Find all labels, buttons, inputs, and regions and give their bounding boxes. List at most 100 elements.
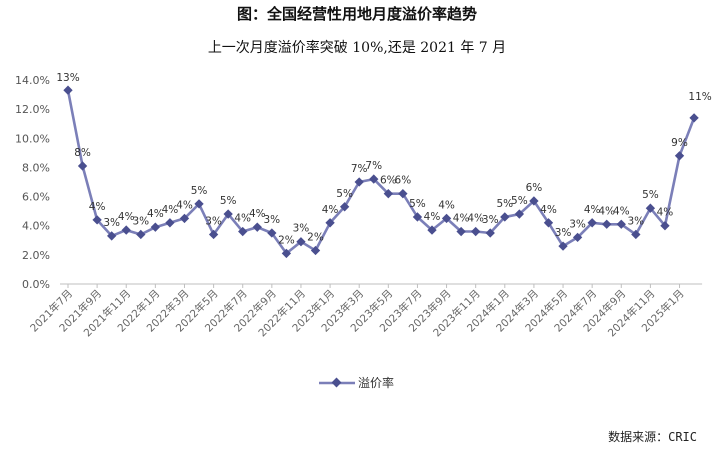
series-premium-rate bbox=[63, 85, 699, 259]
data-point-marker bbox=[296, 237, 306, 247]
data-point-marker bbox=[107, 231, 117, 241]
data-point-marker bbox=[208, 229, 219, 240]
data-label: 5% bbox=[511, 195, 528, 207]
data-label: 5% bbox=[496, 198, 513, 210]
data-label: 6% bbox=[395, 175, 412, 187]
data-point-marker bbox=[471, 226, 481, 237]
data-label: 3% bbox=[103, 217, 120, 229]
data-point-marker bbox=[674, 151, 685, 161]
y-tick-label: 8.0% bbox=[22, 161, 50, 174]
data-label: 5% bbox=[220, 195, 237, 207]
data-label: 3% bbox=[569, 218, 586, 230]
data-label: 5% bbox=[642, 189, 659, 201]
data-labels: 13%8%4%3%4%3%4%4%4%5%3%5%4%4%3%2%3%2%4%5… bbox=[56, 72, 711, 246]
data-label: 4% bbox=[176, 199, 193, 211]
data-point-marker bbox=[238, 226, 248, 237]
data-label: 4% bbox=[540, 204, 557, 216]
data-label: 4% bbox=[657, 207, 674, 219]
data-point-marker bbox=[529, 196, 539, 206]
y-tick-label: 2.0% bbox=[22, 249, 50, 262]
data-point-marker bbox=[339, 202, 350, 212]
data-point-marker bbox=[398, 188, 408, 199]
data-label: 7% bbox=[365, 160, 382, 172]
data-point-marker bbox=[587, 218, 597, 228]
data-label: 4% bbox=[467, 213, 484, 225]
data-point-marker bbox=[136, 229, 146, 240]
chart-title: 图：全国经营性用地月度溢价率趋势 bbox=[237, 5, 477, 23]
data-point-marker bbox=[77, 161, 88, 171]
data-point-marker bbox=[179, 213, 190, 224]
data-label: 4% bbox=[598, 205, 615, 217]
data-point-marker bbox=[514, 209, 525, 219]
y-tick-label: 0.0% bbox=[22, 278, 50, 291]
data-point-marker bbox=[252, 222, 262, 232]
chart-subtitle: 上一次月度溢价率突破 10%,还是 2021 年 7 月 bbox=[208, 39, 506, 56]
data-label: 6% bbox=[526, 182, 543, 194]
source-note: 数据来源：CRIC bbox=[608, 429, 697, 444]
y-tick-label: 4.0% bbox=[22, 220, 50, 233]
data-point-marker bbox=[121, 225, 131, 235]
y-tick-label: 12.0% bbox=[15, 103, 50, 116]
legend-diamond-marker bbox=[331, 377, 342, 388]
data-label: 5% bbox=[191, 185, 208, 197]
data-point-marker bbox=[456, 226, 466, 237]
data-label: 5% bbox=[336, 188, 353, 200]
data-label: 11% bbox=[688, 91, 711, 103]
data-label: 3% bbox=[628, 215, 645, 227]
data-point-marker bbox=[383, 188, 393, 199]
data-label: 4% bbox=[147, 208, 164, 220]
data-label: 3% bbox=[555, 227, 572, 239]
data-point-marker bbox=[165, 218, 175, 228]
y-tick-label: 14.0% bbox=[15, 74, 50, 87]
data-point-marker bbox=[689, 113, 699, 123]
y-tick-label: 10.0% bbox=[15, 132, 50, 145]
data-point-marker bbox=[267, 228, 277, 238]
data-point-marker bbox=[92, 215, 102, 225]
data-point-marker bbox=[310, 245, 321, 256]
data-point-marker bbox=[150, 222, 161, 232]
data-label: 4% bbox=[613, 205, 630, 217]
data-label: 4% bbox=[322, 204, 339, 216]
data-point-marker bbox=[500, 212, 510, 222]
data-label: 4% bbox=[453, 213, 470, 225]
data-label: 13% bbox=[56, 72, 79, 84]
x-axis: 2021年7月2021年9月2021年11月2022年1月2022年3月2022… bbox=[27, 284, 687, 339]
data-label: 4% bbox=[438, 199, 455, 211]
data-label: 2% bbox=[278, 234, 295, 246]
data-point-marker bbox=[602, 219, 612, 229]
legend: 溢价率 bbox=[319, 375, 394, 390]
data-label: 4% bbox=[162, 204, 179, 216]
data-label: 4% bbox=[249, 208, 266, 220]
data-label: 3% bbox=[482, 214, 499, 226]
y-axis: 0.0% 2.0% 4.0% 6.0% 8.0% 10.0% 12.0% 14.0% bbox=[15, 74, 50, 291]
data-point-marker bbox=[485, 228, 495, 238]
data-label: 4% bbox=[89, 201, 106, 213]
data-label: 2% bbox=[307, 231, 324, 243]
data-point-marker bbox=[354, 177, 364, 187]
data-label: 3% bbox=[205, 215, 222, 227]
data-label: 7% bbox=[351, 163, 368, 175]
data-label: 6% bbox=[380, 175, 397, 187]
data-label: 3% bbox=[132, 215, 149, 227]
data-point-marker bbox=[63, 85, 73, 95]
data-point-marker bbox=[558, 241, 568, 251]
data-label: 3% bbox=[293, 223, 310, 235]
data-point-marker bbox=[194, 199, 204, 209]
data-point-marker bbox=[223, 209, 233, 219]
data-point-marker bbox=[543, 218, 554, 228]
data-label: 8% bbox=[74, 147, 91, 159]
legend-label: 溢价率 bbox=[358, 375, 394, 390]
y-tick-label: 6.0% bbox=[22, 191, 50, 204]
data-label: 4% bbox=[424, 211, 441, 223]
data-point-marker bbox=[369, 174, 379, 184]
data-point-marker bbox=[412, 212, 423, 222]
data-label: 9% bbox=[671, 137, 688, 149]
data-label: 4% bbox=[584, 204, 601, 216]
data-point-marker bbox=[325, 218, 335, 228]
data-point-marker bbox=[441, 213, 452, 224]
data-label: 5% bbox=[409, 198, 426, 210]
data-label: 4% bbox=[118, 211, 135, 223]
data-point-marker bbox=[572, 232, 583, 243]
data-label: 4% bbox=[234, 213, 251, 225]
